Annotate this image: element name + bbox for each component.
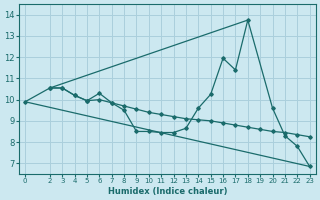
X-axis label: Humidex (Indice chaleur): Humidex (Indice chaleur) xyxy=(108,187,227,196)
